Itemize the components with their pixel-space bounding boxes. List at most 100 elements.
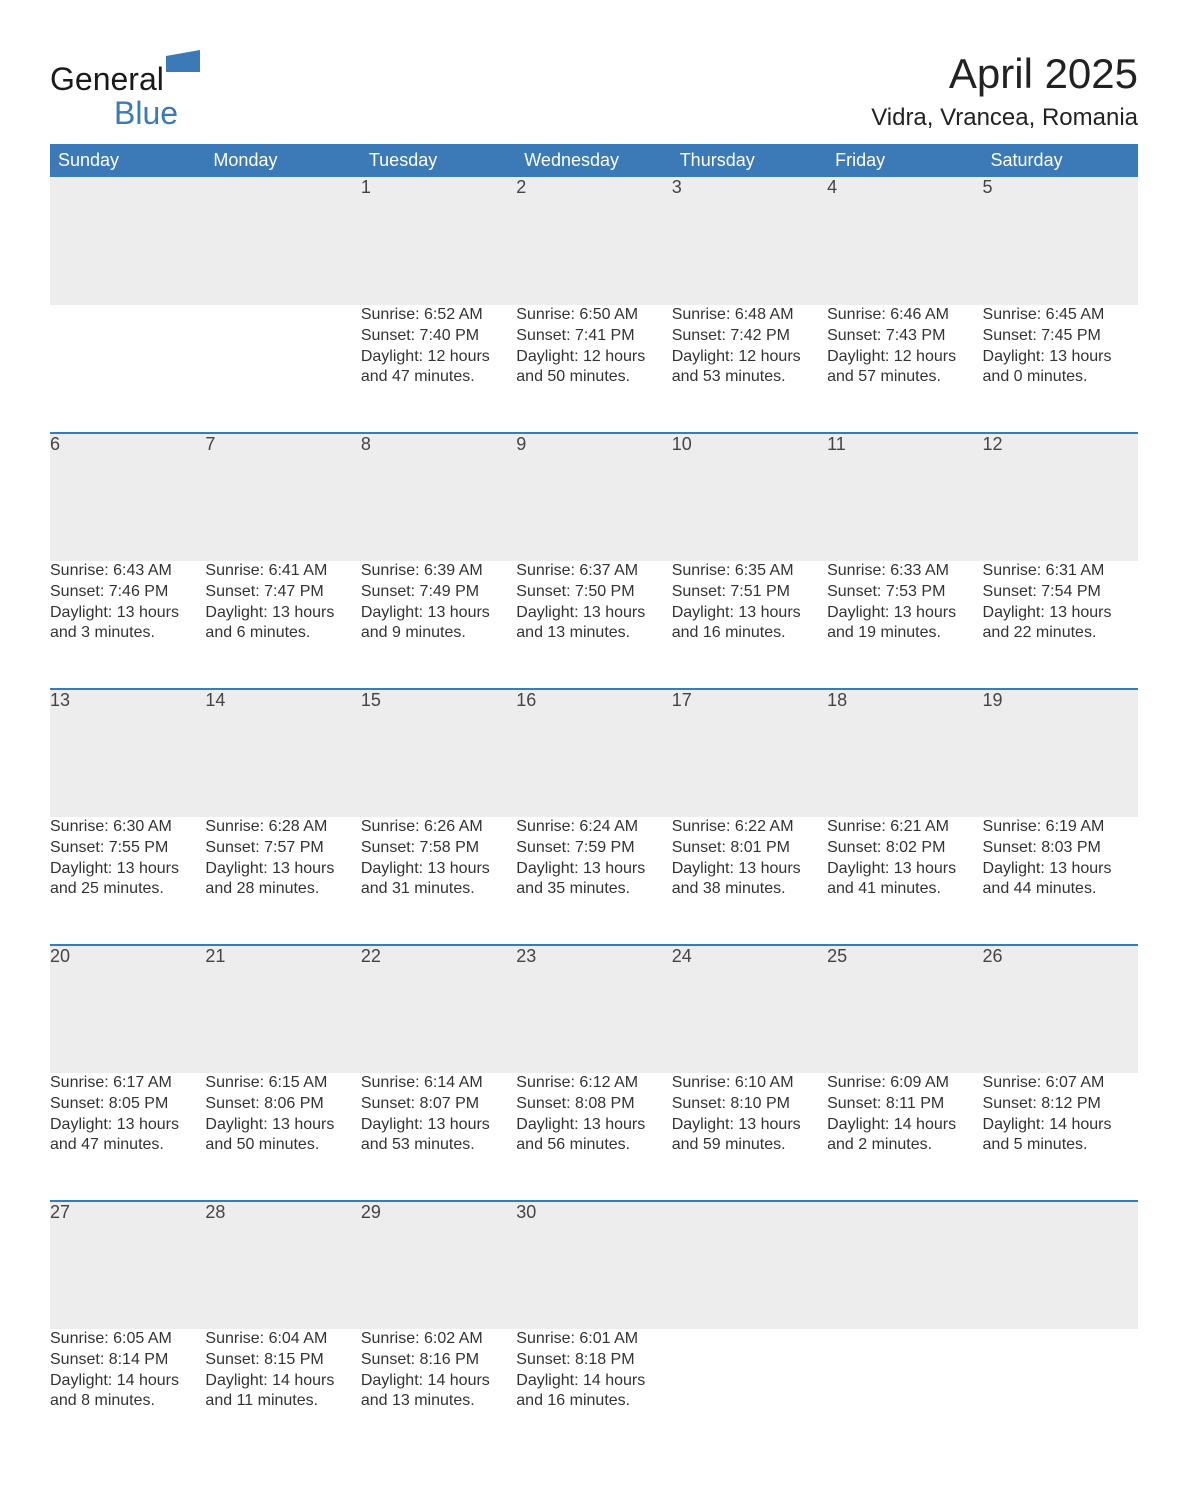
day-number: 10	[672, 433, 827, 561]
day-d1: Daylight: 13 hours	[516, 859, 671, 880]
day-ss: Sunset: 7:45 PM	[983, 326, 1138, 347]
day-number: 17	[672, 689, 827, 817]
day-cell: Sunrise: 6:37 AMSunset: 7:50 PMDaylight:…	[516, 561, 671, 689]
day-d2: and 5 minutes.	[983, 1135, 1138, 1156]
day-d2: and 0 minutes.	[983, 367, 1138, 388]
day-d1: Daylight: 13 hours	[205, 603, 360, 624]
day-d1: Daylight: 13 hours	[50, 603, 205, 624]
day-d1: Daylight: 13 hours	[361, 859, 516, 880]
day-cell: Sunrise: 6:30 AMSunset: 7:55 PMDaylight:…	[50, 817, 205, 945]
week-body-row: Sunrise: 6:43 AMSunset: 7:46 PMDaylight:…	[50, 561, 1138, 689]
day-number: 8	[361, 433, 516, 561]
weekday-header: Wednesday	[516, 144, 671, 177]
day-number: 26	[983, 945, 1138, 1073]
empty-day-cell	[672, 1329, 827, 1457]
day-ss: Sunset: 8:14 PM	[50, 1350, 205, 1371]
day-ss: Sunset: 7:41 PM	[516, 326, 671, 347]
day-d1: Daylight: 14 hours	[50, 1371, 205, 1392]
weekday-header: Thursday	[672, 144, 827, 177]
day-number: 13	[50, 689, 205, 817]
day-ss: Sunset: 8:01 PM	[672, 838, 827, 859]
week-number-row: 27282930	[50, 1201, 1138, 1329]
day-number: 21	[205, 945, 360, 1073]
day-number: 23	[516, 945, 671, 1073]
day-d2: and 13 minutes.	[361, 1391, 516, 1412]
day-cell: Sunrise: 6:02 AMSunset: 8:16 PMDaylight:…	[361, 1329, 516, 1457]
day-sr: Sunrise: 6:35 AM	[672, 561, 827, 582]
weekday-header: Monday	[205, 144, 360, 177]
day-cell: Sunrise: 6:12 AMSunset: 8:08 PMDaylight:…	[516, 1073, 671, 1201]
day-ss: Sunset: 8:11 PM	[827, 1094, 982, 1115]
day-cell: Sunrise: 6:04 AMSunset: 8:15 PMDaylight:…	[205, 1329, 360, 1457]
day-d1: Daylight: 13 hours	[672, 1115, 827, 1136]
day-cell: Sunrise: 6:31 AMSunset: 7:54 PMDaylight:…	[983, 561, 1138, 689]
day-ss: Sunset: 7:46 PM	[50, 582, 205, 603]
day-cell: Sunrise: 6:46 AMSunset: 7:43 PMDaylight:…	[827, 305, 982, 433]
day-d1: Daylight: 13 hours	[983, 859, 1138, 880]
day-sr: Sunrise: 6:01 AM	[516, 1329, 671, 1350]
day-ss: Sunset: 8:18 PM	[516, 1350, 671, 1371]
day-d2: and 50 minutes.	[516, 367, 671, 388]
day-cell: Sunrise: 6:09 AMSunset: 8:11 PMDaylight:…	[827, 1073, 982, 1201]
empty-day-number	[827, 1201, 982, 1329]
day-sr: Sunrise: 6:50 AM	[516, 305, 671, 326]
day-ss: Sunset: 7:57 PM	[205, 838, 360, 859]
title-block: April 2025 Vidra, Vrancea, Romania	[871, 50, 1138, 138]
day-d2: and 22 minutes.	[983, 623, 1138, 644]
day-ss: Sunset: 7:43 PM	[827, 326, 982, 347]
day-cell: Sunrise: 6:07 AMSunset: 8:12 PMDaylight:…	[983, 1073, 1138, 1201]
day-number: 6	[50, 433, 205, 561]
day-ss: Sunset: 8:16 PM	[361, 1350, 516, 1371]
day-d2: and 56 minutes.	[516, 1135, 671, 1156]
week-body-row: Sunrise: 6:17 AMSunset: 8:05 PMDaylight:…	[50, 1073, 1138, 1201]
empty-day-number	[50, 177, 205, 305]
day-cell: Sunrise: 6:52 AMSunset: 7:40 PMDaylight:…	[361, 305, 516, 433]
week-number-row: 20212223242526	[50, 945, 1138, 1073]
day-sr: Sunrise: 6:02 AM	[361, 1329, 516, 1350]
day-d1: Daylight: 13 hours	[827, 603, 982, 624]
day-sr: Sunrise: 6:46 AM	[827, 305, 982, 326]
day-d2: and 8 minutes.	[50, 1391, 205, 1412]
day-cell: Sunrise: 6:26 AMSunset: 7:58 PMDaylight:…	[361, 817, 516, 945]
day-number: 11	[827, 433, 982, 561]
day-d1: Daylight: 13 hours	[50, 1115, 205, 1136]
brand-logo: General Blue	[50, 50, 200, 130]
day-sr: Sunrise: 6:15 AM	[205, 1073, 360, 1094]
day-cell: Sunrise: 6:21 AMSunset: 8:02 PMDaylight:…	[827, 817, 982, 945]
day-ss: Sunset: 8:08 PM	[516, 1094, 671, 1115]
day-sr: Sunrise: 6:41 AM	[205, 561, 360, 582]
day-ss: Sunset: 8:15 PM	[205, 1350, 360, 1371]
day-cell: Sunrise: 6:17 AMSunset: 8:05 PMDaylight:…	[50, 1073, 205, 1201]
day-cell: Sunrise: 6:15 AMSunset: 8:06 PMDaylight:…	[205, 1073, 360, 1201]
day-cell: Sunrise: 6:05 AMSunset: 8:14 PMDaylight:…	[50, 1329, 205, 1457]
day-ss: Sunset: 7:53 PM	[827, 582, 982, 603]
day-d2: and 50 minutes.	[205, 1135, 360, 1156]
day-number: 28	[205, 1201, 360, 1329]
day-d1: Daylight: 13 hours	[827, 859, 982, 880]
day-sr: Sunrise: 6:12 AM	[516, 1073, 671, 1094]
calendar-page: General Blue April 2025 Vidra, Vrancea, …	[0, 0, 1188, 1497]
week-body-row: Sunrise: 6:52 AMSunset: 7:40 PMDaylight:…	[50, 305, 1138, 433]
day-d1: Daylight: 13 hours	[983, 603, 1138, 624]
day-sr: Sunrise: 6:28 AM	[205, 817, 360, 838]
day-ss: Sunset: 7:47 PM	[205, 582, 360, 603]
day-d1: Daylight: 13 hours	[205, 1115, 360, 1136]
day-number: 16	[516, 689, 671, 817]
day-sr: Sunrise: 6:45 AM	[983, 305, 1138, 326]
day-sr: Sunrise: 6:22 AM	[672, 817, 827, 838]
day-number: 5	[983, 177, 1138, 305]
page-title: April 2025	[871, 50, 1138, 98]
day-ss: Sunset: 7:50 PM	[516, 582, 671, 603]
day-d2: and 47 minutes.	[50, 1135, 205, 1156]
day-cell: Sunrise: 6:43 AMSunset: 7:46 PMDaylight:…	[50, 561, 205, 689]
empty-day-number	[672, 1201, 827, 1329]
weekday-header: Saturday	[983, 144, 1138, 177]
day-ss: Sunset: 7:58 PM	[361, 838, 516, 859]
day-number: 3	[672, 177, 827, 305]
weekday-header: Sunday	[50, 144, 205, 177]
day-number: 30	[516, 1201, 671, 1329]
day-ss: Sunset: 8:07 PM	[361, 1094, 516, 1115]
day-ss: Sunset: 7:40 PM	[361, 326, 516, 347]
day-d1: Daylight: 13 hours	[983, 347, 1138, 368]
day-number: 27	[50, 1201, 205, 1329]
